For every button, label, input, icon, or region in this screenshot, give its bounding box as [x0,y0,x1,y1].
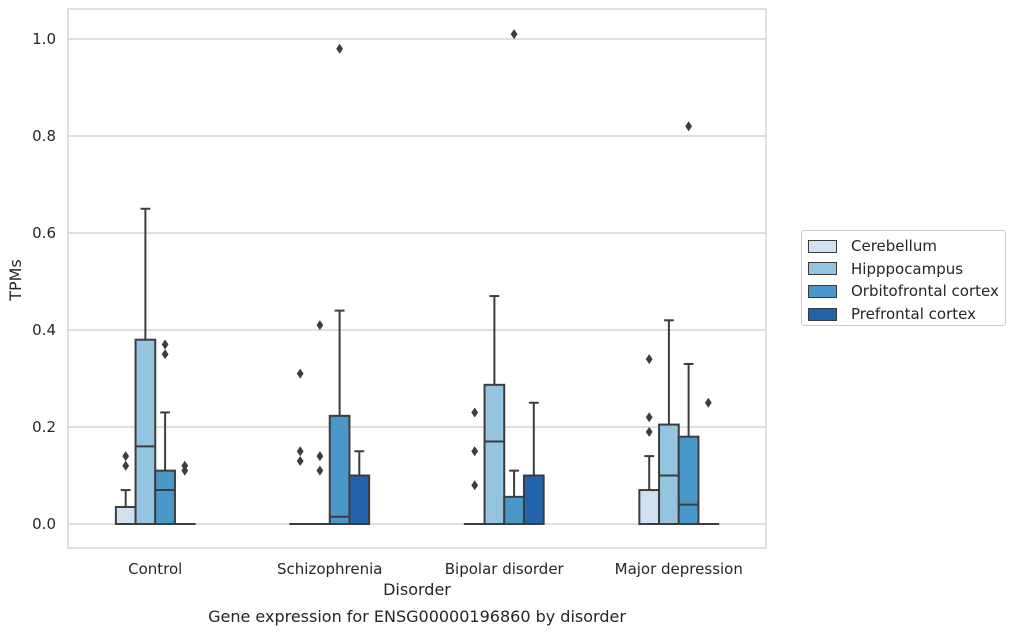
outlier-point [471,446,479,457]
legend-label: Hipppocampus [851,259,964,278]
outlier-point [645,412,653,423]
outlier-point [296,368,304,379]
box-cerebellum [289,368,312,526]
box-body [154,469,176,525]
legend-label: Prefrontal cortex [851,305,976,324]
outlier-point [471,407,479,418]
outlier-point [161,349,169,360]
box-cerebellum [114,451,137,525]
x-tick-label: Control [128,560,182,578]
box-body [483,383,506,525]
box-body [134,338,157,526]
box-body [638,489,661,525]
outlier-point [645,354,653,365]
outlier-point [316,465,324,476]
outlier-point [471,480,479,491]
box-body [522,474,545,525]
box-body [503,495,525,525]
legend-label: Cerebellum [851,237,937,256]
x-axis-label: Disorder [383,580,451,599]
legend-item: Cerebellum [808,235,1005,258]
box-body [677,435,700,526]
legend-swatch [808,239,837,253]
box-body [328,414,351,525]
outlier-point [704,397,712,408]
y-tick-label: 0.2 [32,418,56,436]
legend-item: Prefrontal cortex [808,303,1005,326]
y-axis-label: TPMs [6,259,25,302]
box-cerebellum [463,407,486,526]
outlier-point [645,426,653,437]
outlier-point [336,43,343,54]
outlier-point [316,320,324,331]
x-tick-label: Major depression [615,560,743,578]
legend: Cerebellum Hipppocampus Orbitofrontal cort… [801,230,1006,326]
box-orbitofrontal-cortex [328,43,351,525]
outlier-point [181,460,189,471]
x-tick-label: Schizophrenia [277,560,382,578]
box-body [114,506,137,525]
outlier-point [161,339,169,350]
chart-caption: Gene expression for ENSG00000196860 by d… [208,607,626,626]
box-prefrontal-cortex [697,397,720,526]
y-tick-label: 0.6 [32,224,56,242]
outlier-point [122,460,130,471]
outlier-point [510,29,518,40]
y-tick-label: 0.0 [32,515,56,533]
outlier-point [316,451,324,462]
box-orbitofrontal-cortex [154,339,176,525]
legend-swatch [808,284,837,298]
boxes [114,29,720,526]
box-cerebellum [638,354,661,525]
legend-item: Hipppocampus [808,258,1005,281]
box-hipppocampus [134,207,157,526]
x-tick-label: Bipolar disorder [445,560,565,578]
box-prefrontal-cortex [173,460,196,526]
outlier-point [122,451,130,462]
box-body [658,423,680,526]
box-orbitofrontal-cortex [677,121,700,526]
y-tick-label: 1.0 [32,30,56,48]
box-hipppocampus [483,295,506,525]
legend-item: Orbitofrontal cortex [808,280,1005,303]
outlier-point [296,455,304,466]
box-orbitofrontal-cortex [503,29,525,525]
box-hipppocampus [309,320,331,526]
y-axis-ticks: 0.0 0.2 0.4 0.6 0.8 1.0 [32,30,56,533]
legend-swatch [808,307,837,321]
x-axis-ticks: Control Schizophrenia Bipolar disorder Majo… [128,560,743,578]
y-tick-label: 0.8 [32,127,56,145]
box-prefrontal-cortex [348,450,371,525]
box-hipppocampus [658,319,680,526]
legend-label: Orbitofrontal cortex [851,282,999,301]
box-prefrontal-cortex [522,401,545,525]
legend-swatch [808,262,837,276]
box-body [348,474,371,525]
plot-frame [67,8,767,549]
outlier-point [296,446,304,457]
outlier-point [685,121,692,132]
y-tick-label: 0.4 [32,321,56,339]
